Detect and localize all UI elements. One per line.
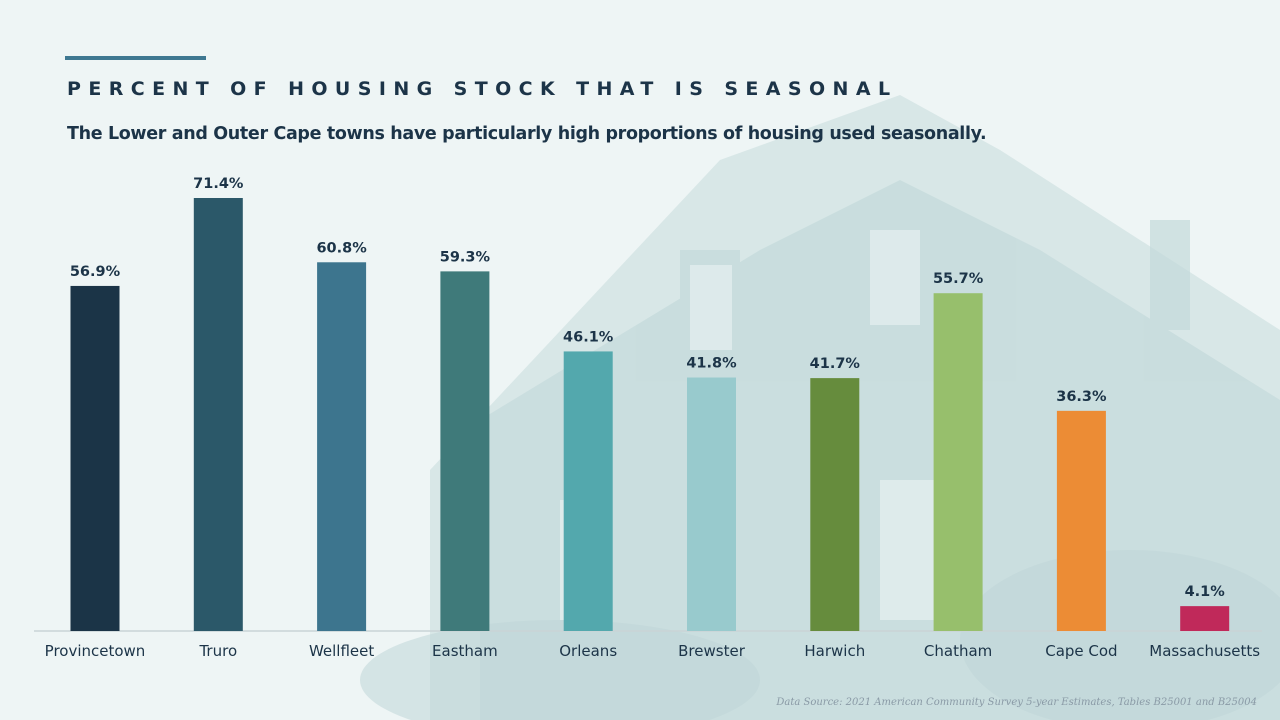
- bar-orleans: [563, 351, 613, 631]
- bar-eastham: [440, 271, 490, 631]
- data-label-orleans: 46.1%: [563, 329, 614, 345]
- chart-title: PERCENT OF HOUSING STOCK THAT IS SEASONA…: [67, 78, 898, 100]
- bar-wellfleet: [317, 262, 367, 631]
- data-label-provincetown: 56.9%: [70, 264, 121, 280]
- x-tick-label-chatham: Chatham: [924, 642, 992, 660]
- x-tick-label-brewster: Brewster: [678, 642, 746, 660]
- x-tick-label-harwich: Harwich: [804, 642, 865, 660]
- data-label-massachusetts: 4.1%: [1185, 584, 1226, 600]
- x-tick-label-orleans: Orleans: [559, 642, 617, 660]
- bar-harwich: [810, 378, 860, 631]
- x-tick-label-wellfleet: Wellfleet: [309, 642, 374, 660]
- title-accent-bar: [65, 56, 206, 60]
- x-tick-label-truro: Truro: [198, 642, 237, 660]
- data-source-note: Data Source: 2021 American Community Sur…: [776, 697, 1257, 708]
- data-label-eastham: 59.3%: [440, 249, 491, 265]
- data-label-truro: 71.4%: [193, 176, 244, 192]
- x-tick-label-provincetown: Provincetown: [45, 642, 146, 660]
- bar-chatham: [933, 293, 983, 631]
- bar-brewster: [687, 377, 736, 631]
- data-label-cape-cod: 36.3%: [1056, 389, 1107, 405]
- bar-truro: [193, 198, 243, 631]
- x-tick-label-eastham: Eastham: [432, 642, 498, 660]
- bar-cape-cod: [1056, 410, 1106, 631]
- bar-massachusetts: [1180, 606, 1230, 631]
- data-label-chatham: 55.7%: [933, 271, 984, 287]
- x-tick-label-cape-cod: Cape Cod: [1045, 642, 1117, 660]
- data-label-harwich: 41.7%: [810, 356, 861, 372]
- data-label-brewster: 41.8%: [686, 356, 737, 372]
- chart-subtitle: The Lower and Outer Cape towns have part…: [67, 124, 987, 144]
- data-label-wellfleet: 60.8%: [316, 240, 367, 256]
- x-tick-label-massachusetts: Massachusetts: [1149, 642, 1260, 660]
- bar-provincetown: [70, 285, 120, 631]
